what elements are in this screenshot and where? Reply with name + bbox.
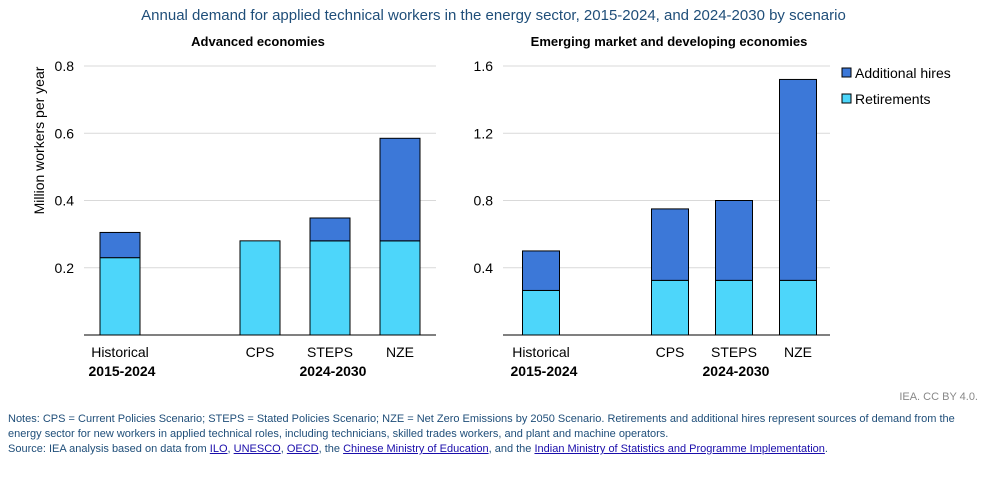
source-link-ilo[interactable]: ILO xyxy=(209,443,228,455)
source-link-unesco[interactable]: UNESCO xyxy=(233,443,281,455)
x-category-label: CPS xyxy=(656,344,685,360)
panel-title: Emerging market and developing economies xyxy=(531,34,808,49)
source-link-oecd[interactable]: OECD xyxy=(286,443,319,455)
bar-retirements xyxy=(239,240,281,336)
bar-retirements xyxy=(522,289,560,336)
notes-block: Notes: CPS = Current Policies Scenario; … xyxy=(8,412,983,457)
source-separator: , xyxy=(280,443,287,455)
credit-text: IEA. CC BY 4.0. xyxy=(899,391,978,403)
notes-text: Notes: CPS = Current Policies Scenario; … xyxy=(8,413,955,440)
y-tick-label: 1.6 xyxy=(474,58,494,74)
bar-additional-hires xyxy=(522,250,560,291)
bar-retirements xyxy=(651,279,689,336)
x-category-label: STEPS xyxy=(711,344,757,360)
bar-additional-hires xyxy=(779,78,817,281)
y-tick-label: 0.8 xyxy=(474,193,494,209)
x-group-label: 2015-2024 xyxy=(511,363,578,379)
x-category-label: CPS xyxy=(246,344,275,360)
bar-retirements xyxy=(715,279,753,336)
x-group-label: 2024-2030 xyxy=(300,363,367,379)
y-axis-label: Million workers per year xyxy=(31,66,47,214)
legend-label: Retirements xyxy=(855,91,930,107)
bar-additional-hires xyxy=(379,137,421,242)
x-category-label: Historical xyxy=(512,344,570,360)
bar-additional-hires xyxy=(99,231,141,259)
x-category-label: NZE xyxy=(386,344,414,360)
y-tick-label: 0.4 xyxy=(55,193,75,209)
x-category-label: NZE xyxy=(784,344,812,360)
bar-additional-hires xyxy=(715,200,753,281)
x-group-label: 2024-2030 xyxy=(703,363,770,379)
bar-retirements xyxy=(99,257,141,336)
source-prefix: Source: IEA analysis based on data from xyxy=(8,443,210,455)
source-separator: , the xyxy=(318,443,344,455)
source-separator: , xyxy=(227,443,234,455)
x-category-label: STEPS xyxy=(307,344,353,360)
x-category-label: Historical xyxy=(91,344,149,360)
y-tick-label: 0.8 xyxy=(55,58,75,74)
x-group-label: 2015-2024 xyxy=(89,363,156,379)
y-tick-label: 0.6 xyxy=(55,125,75,141)
source-link-chinese-ministry[interactable]: Chinese Ministry of Education xyxy=(343,443,489,455)
bar-retirements xyxy=(379,240,421,336)
legend-label: Additional hires xyxy=(855,65,951,81)
y-tick-label: 0.4 xyxy=(474,260,494,276)
chart-title: Annual demand for applied technical work… xyxy=(141,7,846,24)
bar-additional-hires xyxy=(309,217,351,242)
legend-swatch xyxy=(841,93,852,104)
bar-additional-hires xyxy=(651,208,689,281)
legend-swatch xyxy=(841,67,852,78)
source-suffix: . xyxy=(824,443,828,455)
source-separator: , and the xyxy=(488,443,535,455)
y-tick-label: 1.2 xyxy=(474,125,494,141)
source-link-indian-ministry[interactable]: Indian Ministry of Statistics and Progra… xyxy=(534,443,825,455)
bar-retirements xyxy=(309,240,351,336)
y-tick-label: 0.2 xyxy=(55,260,75,276)
panel-title: Advanced economies xyxy=(191,34,325,49)
bar-retirements xyxy=(779,279,817,336)
source-text: Source: IEA analysis based on data from … xyxy=(8,442,983,457)
